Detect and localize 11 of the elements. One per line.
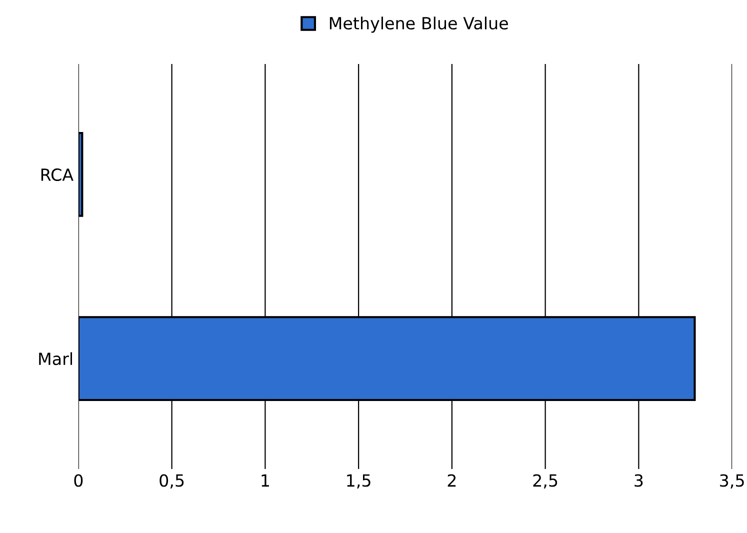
x-tick-label: 1 — [262, 474, 269, 487]
x-tick-label: 0,5 — [160, 474, 184, 489]
x-tick-label: 3 — [634, 474, 643, 487]
x-tick-label: 0 — [74, 474, 83, 487]
x-tick-label: 2 — [448, 474, 456, 487]
x-tick-label: 2,5 — [533, 474, 558, 489]
x-tick-label: 3,5 — [720, 474, 744, 489]
y-tick-label: RCA — [41, 168, 74, 182]
y-tick-label: Marl — [39, 352, 72, 366]
legend-label: Methylene Blue Value — [330, 16, 508, 33]
x-tick-label: 1,5 — [347, 474, 370, 489]
